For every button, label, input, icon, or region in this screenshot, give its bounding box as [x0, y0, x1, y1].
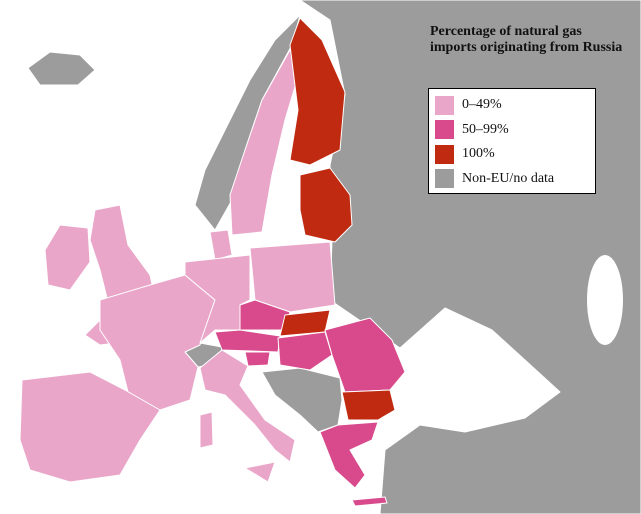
- ireland: [44, 224, 91, 291]
- black-sea: [396, 341, 520, 409]
- romania: [324, 317, 406, 393]
- caspian-sea: [587, 255, 623, 345]
- italy: [199, 349, 296, 463]
- hungary: [277, 331, 333, 371]
- legend-entry: 100%: [435, 142, 589, 167]
- legend-entry: 50–99%: [435, 118, 589, 143]
- denmark: [209, 229, 233, 261]
- legend-swatch: [435, 95, 454, 115]
- legend-entry: Non-EU/no data: [435, 167, 589, 192]
- iberia: [19, 371, 161, 483]
- legend-swatch: [435, 144, 454, 164]
- austria: [214, 329, 281, 353]
- legend: 0–49% 50–99% 100% Non-EU/no data: [428, 88, 596, 194]
- baltics: [299, 167, 353, 243]
- greece: [319, 421, 379, 489]
- crete: [351, 496, 388, 507]
- sicily: [244, 461, 276, 483]
- legend-label: 0–49%: [462, 97, 502, 113]
- finland: [289, 17, 346, 166]
- poland: [249, 241, 336, 313]
- slovenia: [244, 351, 271, 367]
- legend-label: 100%: [462, 146, 495, 162]
- bulgaria: [341, 389, 396, 421]
- legend-swatch: [435, 120, 454, 140]
- balkans: [261, 367, 343, 433]
- legend-label: 50–99%: [462, 121, 509, 137]
- map-title: Percentage of natural gas imports origin…: [430, 24, 623, 55]
- sardinia: [199, 411, 214, 449]
- legend-swatch: [435, 169, 454, 189]
- germany: [184, 254, 251, 344]
- legend-label: Non-EU/no data: [462, 170, 555, 186]
- iceland: [27, 51, 96, 86]
- legend-entry: 0–49%: [435, 93, 589, 118]
